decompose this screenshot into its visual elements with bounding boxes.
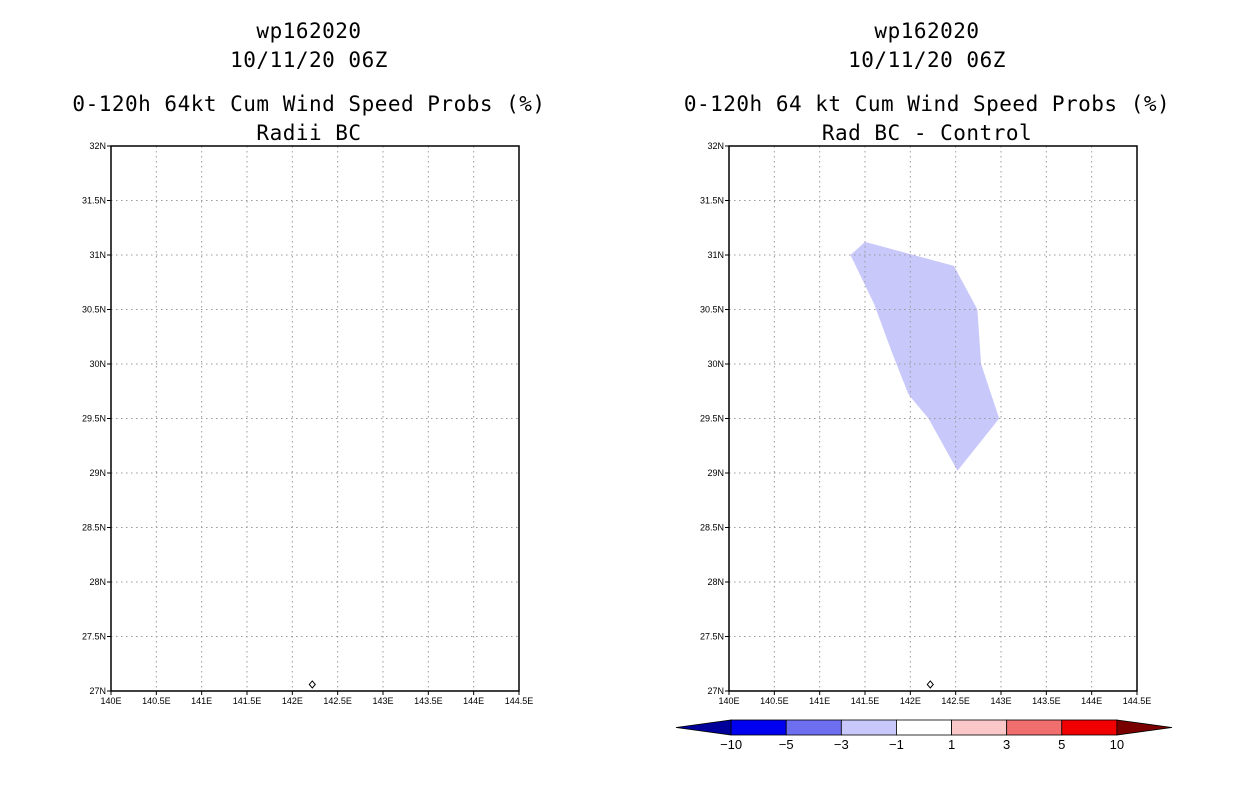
colorbar: −10 −5 −3 −1 1 3 5 10 bbox=[675, 719, 1173, 752]
map-rad-bc-control: 140E 140.5E 141E 141.5E 142E 142.5E 143E 143.5E… bbox=[675, 141, 1173, 752]
lon-tick-label: 143.5E bbox=[1032, 696, 1061, 706]
lat-tick-label: 31N bbox=[707, 250, 724, 260]
lat-tick-label: 28.5N bbox=[82, 523, 106, 533]
title-product: 0-120h 64kt Cum Wind Speed Probs (%) bbox=[72, 92, 546, 116]
lat-tick-label: 28N bbox=[89, 577, 106, 587]
lat-tick-label: 31N bbox=[89, 250, 106, 260]
lat-tick-label: 30N bbox=[707, 359, 724, 369]
colorbar-segment bbox=[785, 719, 842, 736]
title-datetime: 10/11/20 06Z bbox=[848, 48, 1006, 72]
lat-tick-label: 29.5N bbox=[700, 414, 724, 424]
lon-tick-label: 141.5E bbox=[851, 696, 880, 706]
lon-tick-label: 142.5E bbox=[323, 696, 352, 706]
lat-tick-label: 28N bbox=[707, 577, 724, 587]
lon-tick-label: 142.5E bbox=[941, 696, 970, 706]
colorbar-label: 10 bbox=[1110, 737, 1124, 752]
lat-tick-label: 30N bbox=[89, 359, 106, 369]
lat-tick-label: 29N bbox=[707, 468, 724, 478]
lat-tick-label: 27N bbox=[89, 686, 106, 696]
colorbar-arrow-low bbox=[675, 719, 732, 736]
map-radii-bc: 140E 140.5E 141E 141.5E 142E 142.5E 143E 143.5E… bbox=[82, 141, 534, 706]
lat-tick-label: 27.5N bbox=[700, 632, 724, 642]
lon-tick-label: 140.5E bbox=[142, 696, 171, 706]
lon-tick-label: 141.5E bbox=[233, 696, 262, 706]
lon-tick-label: 142E bbox=[282, 696, 303, 706]
colorbar-segment bbox=[730, 719, 787, 736]
colorbar-label: −3 bbox=[834, 737, 849, 752]
lat-tick-label: 29N bbox=[89, 468, 106, 478]
colorbar-label: −10 bbox=[720, 737, 742, 752]
lon-tick-label: 144.5E bbox=[505, 696, 534, 706]
panel-rad-bc-control: wp162020 10/11/20 06Z 0-120h 64 kt Cum W… bbox=[618, 0, 1236, 800]
lat-tick-label: 27N bbox=[707, 686, 724, 696]
colorbar-label: 1 bbox=[948, 737, 955, 752]
title-subtitle: Rad BC - Control bbox=[821, 121, 1033, 145]
colorbar-arrow-high bbox=[1116, 719, 1173, 736]
colorbar-label: −5 bbox=[779, 737, 794, 752]
lat-tick-label: 30.5N bbox=[82, 305, 106, 315]
lon-tick-label: 144.5E bbox=[1123, 696, 1152, 706]
lat-tick-label: 28.5N bbox=[700, 523, 724, 533]
colorbar-label: 3 bbox=[1003, 737, 1010, 752]
lon-tick-label: 141E bbox=[191, 696, 212, 706]
lon-tick-label: 144E bbox=[463, 696, 484, 706]
title-datetime: 10/11/20 06Z bbox=[230, 48, 388, 72]
colorbar-label: 5 bbox=[1058, 737, 1065, 752]
lat-tick-label: 32N bbox=[707, 141, 724, 151]
title-product: 0-120h 64 kt Cum Wind Speed Probs (%) bbox=[683, 92, 1171, 116]
colorbar-segment bbox=[1006, 719, 1063, 736]
colorbar-segment bbox=[896, 719, 952, 736]
title-storm-id: wp162020 bbox=[256, 19, 362, 43]
lat-tick-label: 31.5N bbox=[700, 196, 724, 206]
panel-radii-bc: wp162020 10/11/20 06Z 0-120h 64kt Cum Wi… bbox=[72, 19, 546, 706]
lon-tick-label: 144E bbox=[1081, 696, 1102, 706]
lat-tick-label: 30.5N bbox=[700, 305, 724, 315]
probability-contour-region bbox=[850, 241, 1000, 471]
storm-position-marker bbox=[926, 680, 934, 689]
lon-tick-label: 143E bbox=[990, 696, 1011, 706]
lon-tick-label: 143E bbox=[372, 696, 393, 706]
colorbar-segment bbox=[951, 719, 1008, 736]
lon-tick-label: 143.5E bbox=[414, 696, 443, 706]
colorbar-label: −1 bbox=[889, 737, 904, 752]
title-subtitle: Radii BC bbox=[256, 121, 362, 145]
lat-tick-label: 29.5N bbox=[82, 414, 106, 424]
lon-tick-label: 140E bbox=[100, 696, 121, 706]
lon-tick-label: 140E bbox=[718, 696, 739, 706]
lon-tick-label: 141E bbox=[809, 696, 830, 706]
colorbar-segment bbox=[1061, 719, 1118, 736]
lon-tick-label: 140.5E bbox=[760, 696, 789, 706]
storm-position-marker bbox=[308, 680, 316, 689]
lat-tick-label: 32N bbox=[89, 141, 106, 151]
lat-tick-label: 31.5N bbox=[82, 196, 106, 206]
lon-tick-label: 142E bbox=[900, 696, 921, 706]
lat-tick-label: 27.5N bbox=[82, 632, 106, 642]
title-storm-id: wp162020 bbox=[874, 19, 980, 43]
colorbar-segment bbox=[840, 719, 897, 736]
